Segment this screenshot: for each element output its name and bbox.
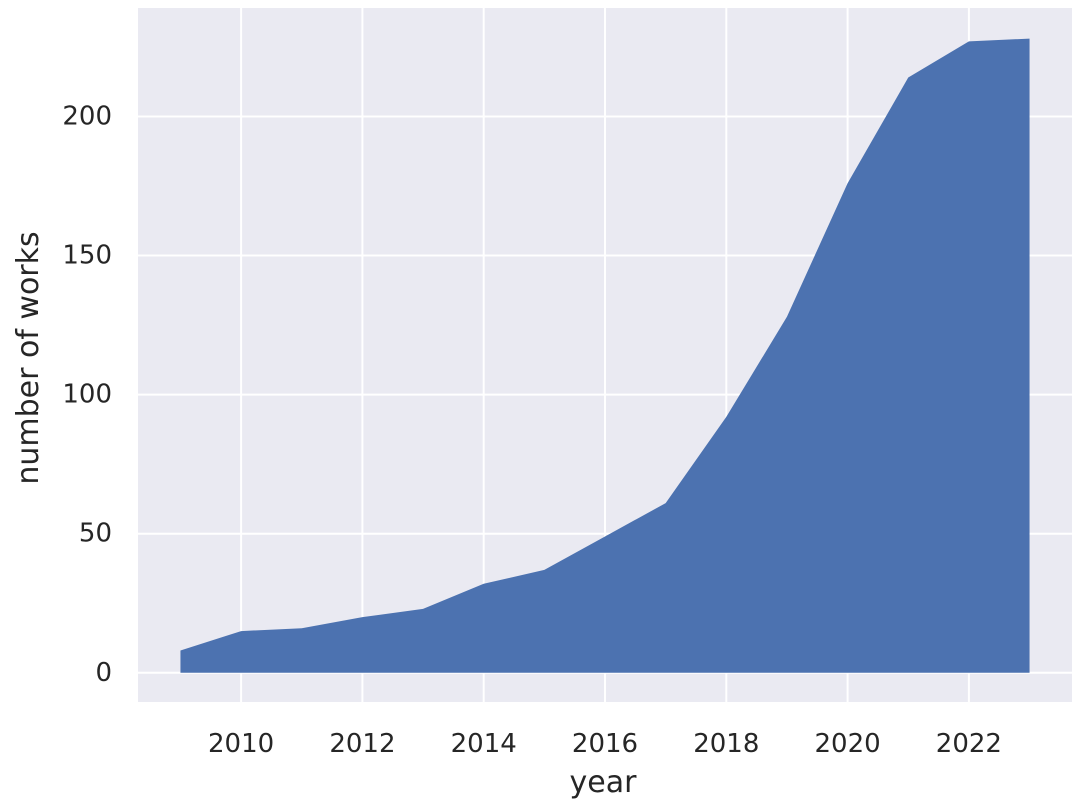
x-tick-label: 2012 (329, 729, 395, 759)
x-tick-label: 2016 (572, 729, 638, 759)
x-tick-label: 2020 (815, 729, 881, 759)
y-tick-label: 50 (79, 519, 112, 549)
y-tick-label: 0 (95, 658, 112, 688)
x-tick-label: 2010 (208, 729, 274, 759)
x-tick-label: 2014 (451, 729, 517, 759)
x-tick-label: 2022 (936, 729, 1002, 759)
y-tick-labels: 0 50 100 150 200 (62, 101, 112, 687)
y-tick-label: 200 (62, 101, 112, 131)
y-tick-label: 150 (62, 241, 112, 271)
area-series (180, 38, 1030, 673)
x-tick-label: 2018 (693, 729, 759, 759)
y-tick-label: 100 (62, 380, 112, 410)
x-tick-labels: 2010 2012 2014 2016 2018 2020 2022 (208, 729, 1002, 759)
x-axis-title: year (570, 765, 638, 800)
y-axis-title: number of works (11, 231, 46, 484)
